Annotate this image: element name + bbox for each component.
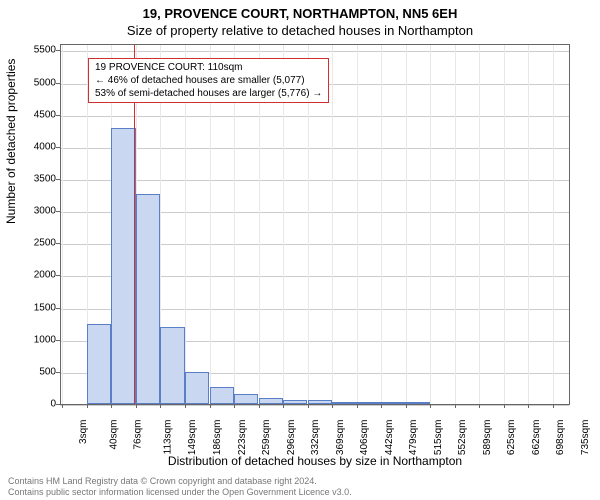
x-tick-label: 186sqm [212,420,223,456]
x-tick-mark [381,404,382,408]
x-tick-mark [528,404,529,408]
x-tick-mark [332,404,333,408]
y-tick-label: 500 [16,366,56,377]
x-tick-label: 3sqm [78,420,89,444]
y-tick-label: 2000 [16,270,56,281]
x-tick-mark [308,404,309,408]
y-tick-mark [56,147,60,148]
histogram-bar [136,194,161,404]
gridline-v [504,45,505,404]
x-tick-mark [210,404,211,408]
y-tick-mark [56,372,60,373]
x-tick-mark [455,404,456,408]
y-tick-label: 4500 [16,109,56,120]
x-tick-mark [553,404,554,408]
gridline-v [455,45,456,404]
x-tick-label: 735sqm [580,420,591,456]
y-tick-label: 1000 [16,334,56,345]
footer-attribution: Contains HM Land Registry data © Crown c… [8,476,352,498]
y-tick-label: 2500 [16,238,56,249]
x-tick-label: 552sqm [457,420,468,456]
x-tick-mark [357,404,358,408]
footer-line1: Contains HM Land Registry data © Crown c… [8,476,352,487]
x-tick-mark [283,404,284,408]
y-tick-label: 5500 [16,45,56,56]
chart-titles: 19, PROVENCE COURT, NORTHAMPTON, NN5 6EH… [0,0,600,38]
x-tick-mark [479,404,480,408]
x-tick-label: 369sqm [335,420,346,456]
histogram-bar [160,327,185,404]
x-tick-label: 40sqm [108,420,119,450]
x-tick-label: 406sqm [360,420,371,456]
y-tick-mark [56,179,60,180]
footer-line2: Contains public sector information licen… [8,487,352,498]
x-tick-mark [504,404,505,408]
x-tick-mark [87,404,88,408]
x-tick-label: 296sqm [286,420,297,456]
y-tick-mark [56,50,60,51]
title-sub: Size of property relative to detached ho… [0,23,600,38]
x-tick-label: 76sqm [133,420,144,450]
x-tick-mark [185,404,186,408]
x-tick-mark [160,404,161,408]
y-tick-mark [56,115,60,116]
x-tick-mark [136,404,137,408]
x-tick-label: 113sqm [162,420,173,455]
x-tick-mark [111,404,112,408]
y-tick-mark [56,340,60,341]
histogram-bar [111,128,136,404]
x-tick-label: 442sqm [384,420,395,456]
gridline-v [553,45,554,404]
x-tick-mark [234,404,235,408]
x-tick-mark [62,404,63,408]
histogram-bar [234,394,259,404]
y-tick-label: 3500 [16,174,56,185]
annotation-line3: 53% of semi-detached houses are larger (… [95,87,322,100]
gridline-v [332,45,333,404]
gridline-v [528,45,529,404]
y-tick-mark [56,404,60,405]
histogram-bar [185,372,210,404]
y-tick-mark [56,308,60,309]
gridline-v [381,45,382,404]
histogram-bar [87,324,112,404]
annotation-line1: 19 PROVENCE COURT: 110sqm [95,61,322,74]
x-axis-title: Distribution of detached houses by size … [60,454,570,468]
x-tick-label: 149sqm [187,420,198,456]
y-tick-mark [56,211,60,212]
x-tick-label: 332sqm [310,420,321,456]
y-tick-mark [56,275,60,276]
gridline-v [406,45,407,404]
x-tick-mark [430,404,431,408]
y-tick-label: 1500 [16,302,56,313]
annotation-line2: ← 46% of detached houses are smaller (5,… [95,74,322,87]
y-tick-label: 0 [16,399,56,410]
x-tick-mark [259,404,260,408]
gridline-v [430,45,431,404]
y-tick-mark [56,83,60,84]
gridline-v [479,45,480,404]
histogram-bar [210,387,235,404]
gridline-v [357,45,358,404]
y-tick-label: 3000 [16,206,56,217]
x-tick-label: 589sqm [482,420,493,456]
x-tick-label: 223sqm [237,420,248,456]
gridline-v [62,45,63,404]
annotation-box: 19 PROVENCE COURT: 110sqm ← 46% of detac… [88,58,329,103]
y-tick-label: 4000 [16,141,56,152]
x-tick-label: 662sqm [531,420,542,456]
x-tick-label: 259sqm [261,420,272,456]
x-tick-label: 698sqm [555,420,566,456]
y-tick-label: 5000 [16,77,56,88]
x-tick-mark [406,404,407,408]
x-tick-label: 479sqm [409,420,420,456]
x-tick-label: 625sqm [506,420,517,456]
y-axis-line [60,44,61,404]
x-tick-label: 515sqm [433,420,444,456]
y-tick-mark [56,243,60,244]
title-main: 19, PROVENCE COURT, NORTHAMPTON, NN5 6EH [0,6,600,21]
